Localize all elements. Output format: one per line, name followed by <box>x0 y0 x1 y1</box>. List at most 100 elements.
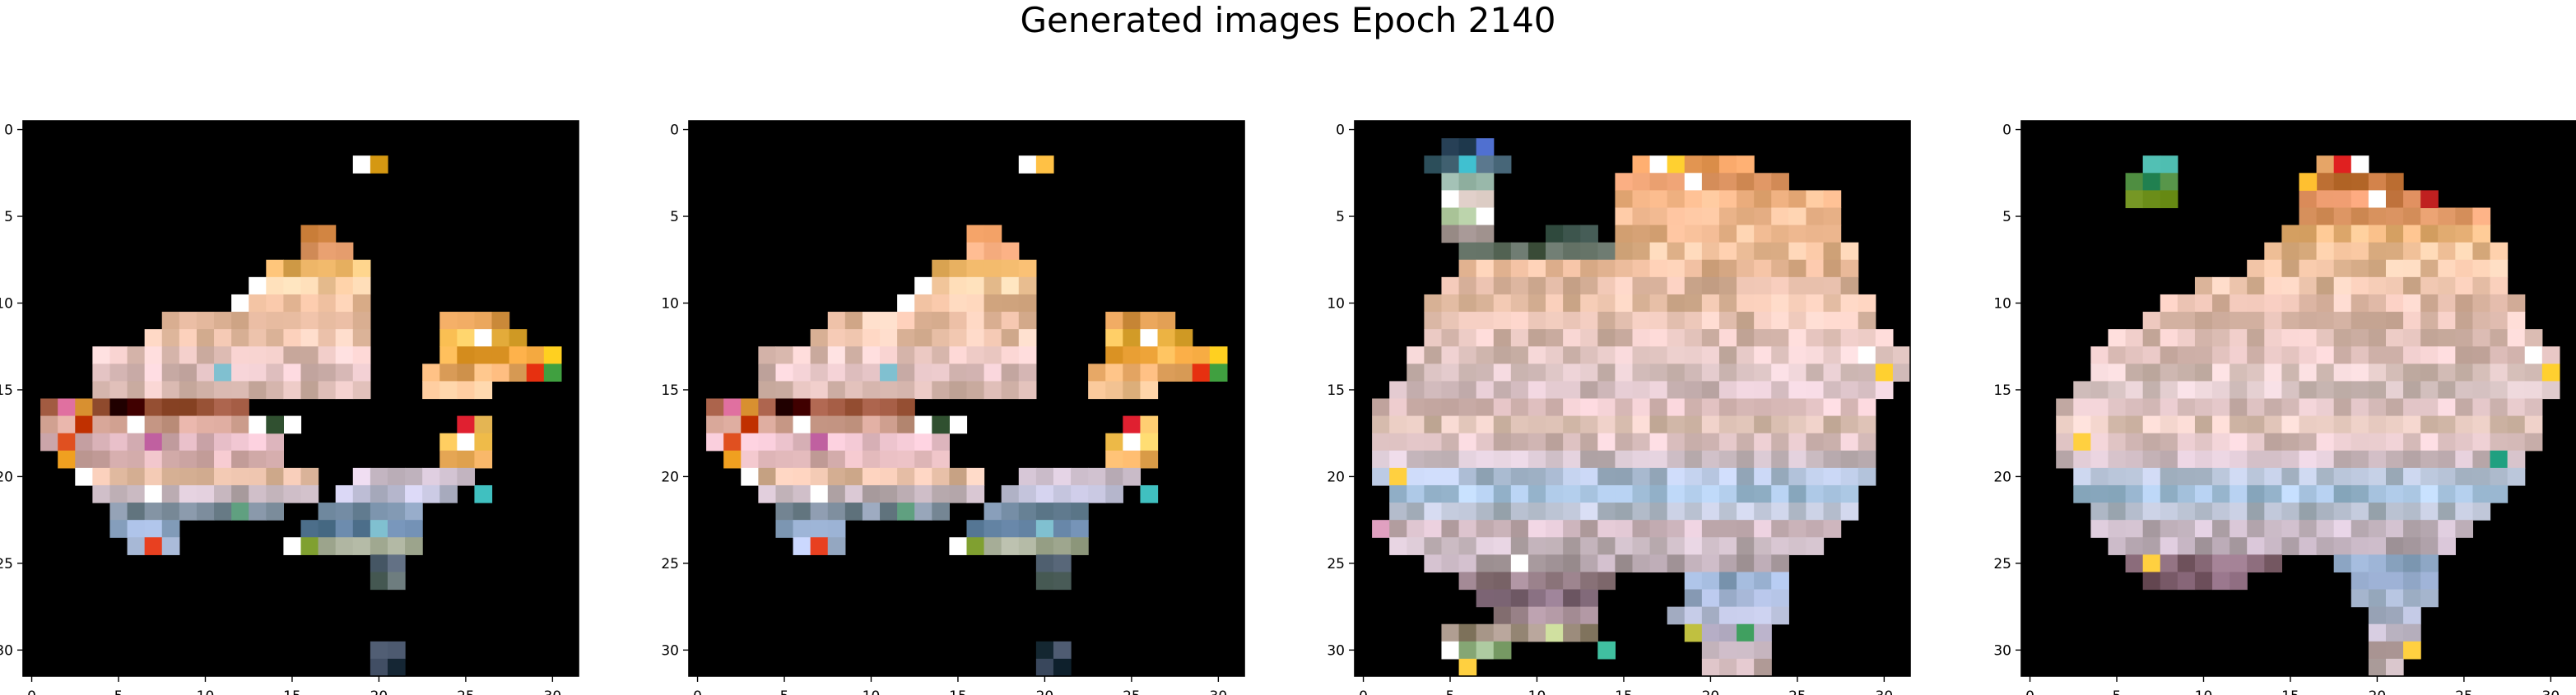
pixel-cell <box>1510 554 1529 573</box>
pixel-cell <box>1771 450 1789 469</box>
pixel-cell <box>58 450 76 469</box>
pixel-cell <box>2350 381 2369 400</box>
pixel-cell <box>1718 467 1737 486</box>
pixel-cell <box>318 225 337 243</box>
pixel-cell <box>1458 173 1477 191</box>
pixel-cell <box>1788 207 1807 226</box>
pixel-cell <box>1597 554 1616 573</box>
pixel-cell <box>196 450 215 469</box>
pixel-cell <box>318 381 337 400</box>
pixel-cell <box>966 484 985 503</box>
pixel-cell <box>1718 155 1737 174</box>
pixel-cell <box>491 329 510 347</box>
pixel-cell <box>249 329 267 347</box>
pixel-cell <box>2177 484 2196 503</box>
pixel-cell <box>1407 346 1425 364</box>
pixel-cell <box>827 537 846 555</box>
x-tick-label: 30 <box>544 688 562 695</box>
pixel-cell <box>2350 312 2369 330</box>
pixel-cell <box>1806 259 1825 278</box>
pixel-cell <box>1771 398 1789 417</box>
pixel-cell <box>370 572 388 591</box>
pixel-cell <box>1053 484 1072 503</box>
pixel-cell <box>405 484 423 503</box>
pixel-cell <box>422 381 440 400</box>
pixel-cell <box>144 415 163 434</box>
pixel-cell <box>300 294 319 313</box>
pixel-cell <box>2299 276 2318 295</box>
pixel-cell <box>810 398 829 417</box>
pixel-cell <box>2368 450 2387 469</box>
pixel-cell <box>1840 259 1859 278</box>
pixel-cell <box>179 312 198 330</box>
pixel-cell <box>1018 259 1037 278</box>
pixel-cell <box>2438 225 2456 243</box>
pixel-cell <box>2438 381 2456 400</box>
pixel-cell <box>1632 312 1651 330</box>
pixel-cell <box>1771 312 1789 330</box>
pixel-cell <box>1441 398 1460 417</box>
pixel-cell <box>775 433 794 452</box>
pixel-cell <box>880 433 898 452</box>
pixel-cell <box>2403 312 2421 330</box>
pixel-cell <box>1580 537 1598 555</box>
pixel-cell <box>161 381 180 400</box>
pixel-cell <box>844 381 863 400</box>
pixel-cell <box>2177 433 2196 452</box>
pixel-cell <box>1718 572 1737 591</box>
pixel-cell <box>2490 259 2509 278</box>
pixel-cell <box>1597 242 1616 261</box>
pixel-cell <box>439 433 458 452</box>
pixel-cell <box>862 329 881 347</box>
pixel-cell <box>2281 225 2300 243</box>
pixel-cell <box>196 398 215 417</box>
pixel-cell <box>1737 658 1755 677</box>
pixel-cell <box>966 467 985 486</box>
pixel-cell <box>1667 276 1686 295</box>
pixel-cell <box>1123 415 1142 434</box>
pixel-cell <box>2247 467 2265 486</box>
pixel-cell <box>1476 572 1495 591</box>
pixel-cell <box>2247 415 2265 434</box>
pixel-cell <box>1754 589 1772 608</box>
pixel-cell <box>1632 364 1651 382</box>
pixel-cell <box>1737 415 1755 434</box>
pixel-cell <box>2177 364 2196 382</box>
pixel-cell <box>58 398 76 417</box>
pixel-cell <box>1458 294 1477 313</box>
pixel-cell <box>914 503 932 521</box>
pixel-cell <box>526 346 545 364</box>
pixel-cell <box>1580 484 1598 503</box>
pixel-cell <box>144 364 163 382</box>
pixel-cell <box>1737 537 1755 555</box>
pixel-cell <box>862 381 881 400</box>
pixel-cell <box>2507 381 2526 400</box>
pixel-cell <box>1441 554 1460 573</box>
pixel-cell <box>109 450 128 469</box>
pixel-cell <box>231 467 249 486</box>
pixel-cell <box>2438 467 2456 486</box>
pixel-cell <box>2438 415 2456 434</box>
pixel-cell <box>1510 484 1529 503</box>
pixel-cell <box>2403 433 2421 452</box>
pixel-cell <box>491 364 510 382</box>
pixel-cell <box>1858 415 1876 434</box>
pixel-cell <box>196 433 215 452</box>
pixel-cell <box>1510 572 1529 591</box>
pixel-cell <box>2316 537 2335 555</box>
pixel-cell <box>1441 467 1460 486</box>
pixel-cell <box>1001 276 1020 295</box>
pixel-cell <box>1649 364 1668 382</box>
pixel-cell <box>2142 450 2161 469</box>
pixel-cell <box>2177 467 2196 486</box>
pixel-cell <box>1510 433 1529 452</box>
pixel-cell <box>405 503 423 521</box>
pixel-cell <box>2368 415 2387 434</box>
pixel-cell <box>1858 467 1876 486</box>
pixel-cell <box>983 276 1002 295</box>
pixel-cell <box>2350 155 2369 174</box>
pixel-cell <box>439 364 458 382</box>
pixel-cell <box>1407 520 1425 538</box>
pixel-cell <box>1701 467 1720 486</box>
pixel-cell <box>2281 415 2300 434</box>
